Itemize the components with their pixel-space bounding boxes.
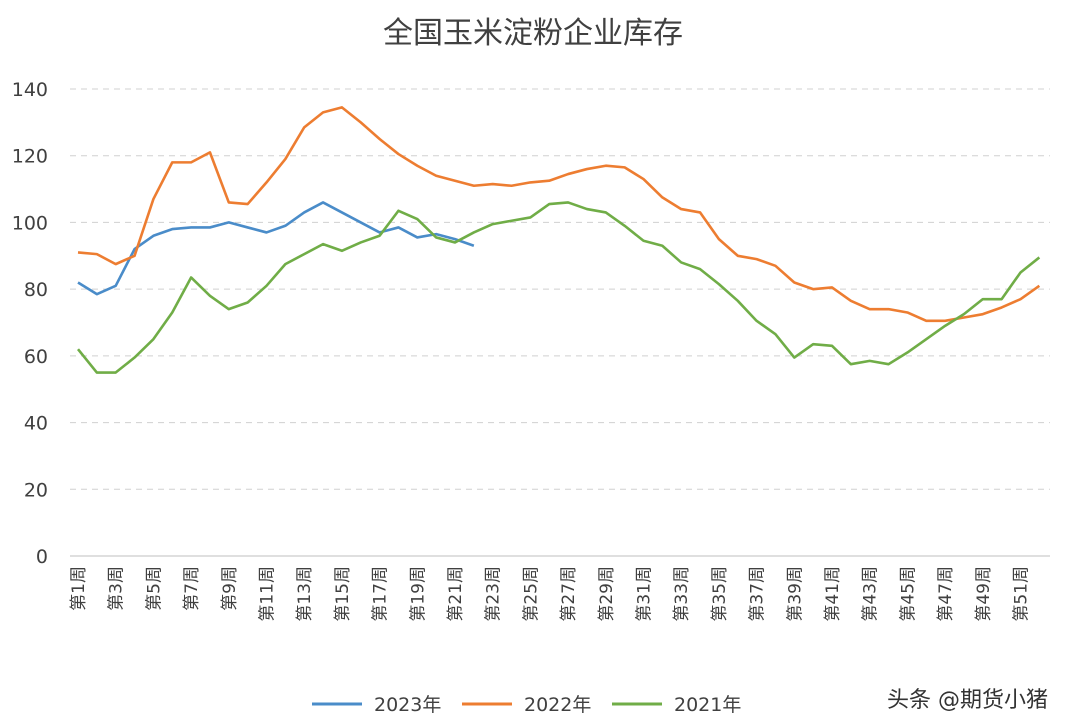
y-tick-label: 100 (12, 212, 48, 234)
x-tick-label: 第13周 (295, 566, 315, 622)
x-tick-label: 第21周 (446, 566, 466, 622)
x-tick-label: 第23周 (484, 566, 504, 622)
x-tick-label: 第37周 (748, 566, 768, 622)
series-line-2021年 (76, 201, 1041, 374)
y-tick-label: 40 (24, 413, 48, 435)
x-tick-label: 第25周 (521, 566, 541, 622)
x-tick-label: 第29周 (597, 566, 617, 622)
x-tick-label: 第43周 (861, 566, 881, 622)
x-tick-label: 第39周 (785, 566, 805, 622)
legend-label: 2023年 (374, 694, 441, 716)
x-tick-label: 第49周 (974, 566, 994, 622)
series-line-2023年 (77, 201, 475, 296)
x-tick-label: 第51周 (1012, 566, 1032, 622)
x-tick-label: 第9周 (220, 566, 240, 611)
y-tick-label: 120 (12, 146, 48, 168)
x-tick-label: 第17周 (371, 566, 391, 622)
series-line-2022年 (77, 106, 1041, 323)
x-tick-label: 第45周 (898, 566, 918, 622)
y-tick-label: 0 (36, 546, 48, 568)
y-tick-label: 140 (12, 79, 48, 101)
x-tick-label: 第11周 (258, 566, 278, 622)
y-tick-label: 20 (24, 479, 48, 501)
x-tick-label: 第15周 (333, 566, 353, 622)
y-tick-label: 80 (24, 279, 48, 301)
x-tick-label: 第3周 (107, 566, 127, 611)
x-tick-label: 第33周 (672, 566, 692, 622)
x-tick-label: 第27周 (559, 566, 579, 622)
x-tick-label: 第1周 (69, 566, 89, 611)
x-tick-label: 第41周 (823, 566, 843, 622)
x-tick-label: 第5周 (144, 566, 164, 611)
legend-label: 2022年 (524, 694, 591, 716)
x-tick-label: 第35周 (710, 566, 730, 622)
y-tick-label: 60 (24, 346, 48, 368)
x-tick-label: 第47周 (936, 566, 956, 622)
legend-label: 2021年 (674, 694, 741, 716)
x-tick-label: 第19周 (408, 566, 428, 622)
x-tick-label: 第7周 (182, 566, 202, 611)
x-tick-label: 第31周 (635, 566, 655, 622)
chart-title: 全国玉米淀粉企业库存 (383, 16, 683, 51)
watermark: 头条 @期货小猪 (887, 688, 1048, 713)
